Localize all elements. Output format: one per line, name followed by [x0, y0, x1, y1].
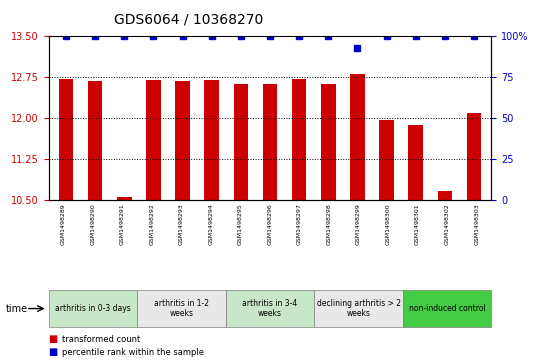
Bar	[437, 192, 452, 200]
Bar	[292, 79, 306, 200]
Text: GSM1498301: GSM1498301	[415, 203, 420, 245]
Text: GSM1498294: GSM1498294	[208, 203, 213, 245]
Text: GSM1498296: GSM1498296	[267, 203, 273, 245]
Bar	[146, 80, 161, 200]
Text: non-induced control: non-induced control	[409, 304, 485, 313]
Bar	[263, 84, 277, 200]
Text: GSM1498291: GSM1498291	[120, 203, 125, 245]
Text: declining arthritis > 2
weeks: declining arthritis > 2 weeks	[316, 299, 401, 318]
Bar	[467, 113, 481, 200]
Bar	[205, 80, 219, 200]
Text: GDS6064 / 10368270: GDS6064 / 10368270	[114, 13, 264, 27]
Bar	[350, 74, 364, 200]
Text: ■: ■	[49, 334, 58, 344]
Bar	[408, 125, 423, 200]
Text: percentile rank within the sample: percentile rank within the sample	[62, 348, 204, 356]
Text: arthritis in 1-2
weeks: arthritis in 1-2 weeks	[154, 299, 209, 318]
Text: GSM1498295: GSM1498295	[238, 203, 243, 245]
Text: GSM1498300: GSM1498300	[386, 203, 390, 245]
Bar	[117, 197, 132, 200]
Bar	[176, 82, 190, 200]
Text: GSM1498290: GSM1498290	[90, 203, 96, 245]
Bar	[321, 84, 335, 200]
Bar	[379, 120, 394, 200]
Text: GSM1498303: GSM1498303	[474, 203, 479, 245]
Text: GSM1498293: GSM1498293	[179, 203, 184, 245]
Text: GSM1498289: GSM1498289	[61, 203, 66, 245]
Text: GSM1498297: GSM1498297	[297, 203, 302, 245]
Text: arthritis in 0-3 days: arthritis in 0-3 days	[55, 304, 131, 313]
Text: ■: ■	[49, 347, 58, 357]
Text: GSM1498302: GSM1498302	[444, 203, 450, 245]
Text: time: time	[5, 303, 28, 314]
Bar	[88, 81, 103, 200]
Bar	[234, 84, 248, 200]
Text: arthritis in 3-4
weeks: arthritis in 3-4 weeks	[242, 299, 298, 318]
Text: GSM1498298: GSM1498298	[327, 203, 332, 245]
Bar	[59, 79, 73, 200]
Text: GSM1498292: GSM1498292	[150, 203, 154, 245]
Text: GSM1498299: GSM1498299	[356, 203, 361, 245]
Text: transformed count: transformed count	[62, 335, 140, 344]
